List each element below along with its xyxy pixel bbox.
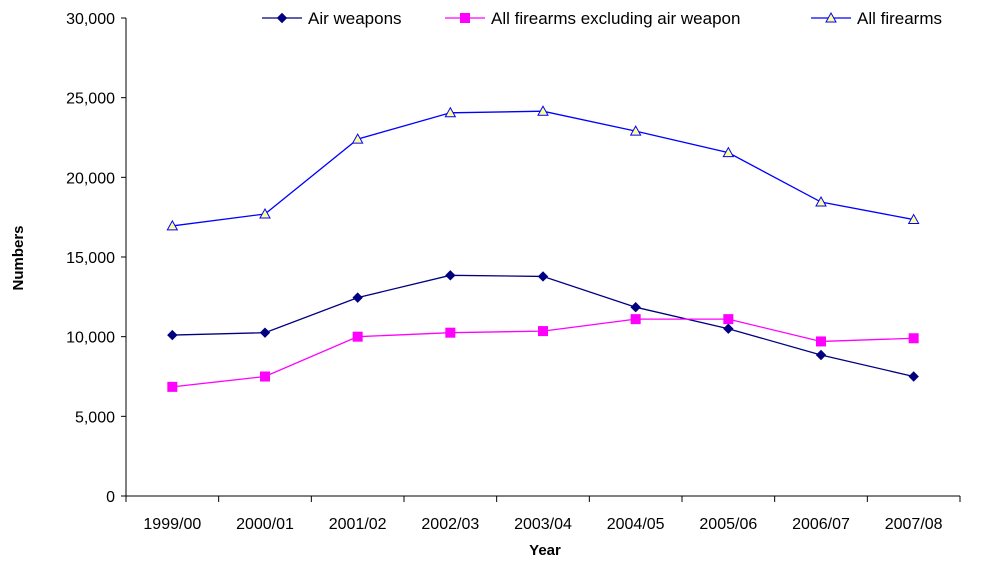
data-point (629, 125, 642, 136)
x-tick-label: 2003/04 (514, 516, 572, 533)
series-lines (166, 105, 920, 392)
data-point (259, 327, 271, 338)
axes (121, 17, 961, 502)
data-point (908, 371, 919, 382)
data-point (445, 327, 456, 338)
data-point (351, 133, 364, 144)
y-tick-label: 0 (106, 489, 115, 506)
legend-item-2: All firearms excluding air weapon (445, 9, 740, 28)
y-tick-label: 10,000 (66, 330, 115, 347)
data-point (444, 106, 457, 118)
data-point (907, 213, 920, 225)
legend-label: All firearms excluding air weapon (491, 9, 740, 28)
data-point (908, 333, 919, 344)
series-3 (166, 105, 920, 231)
y-tick-label: 15,000 (66, 250, 115, 267)
series-2 (167, 314, 919, 392)
series-1 (167, 270, 919, 382)
legend-marker (276, 12, 288, 24)
y-tick-label: 5,000 (75, 409, 115, 426)
y-axis-title: Numbers (10, 225, 27, 290)
x-tick-label: 2002/03 (421, 516, 479, 533)
data-point (537, 105, 549, 116)
data-point (167, 381, 178, 392)
legend-marker (460, 13, 470, 23)
y-tick-labels: 0 5,000 10,000 15,000 20,000 25,000 30,000 (66, 11, 115, 506)
data-point (259, 207, 271, 219)
x-axis-title: Year (529, 542, 561, 559)
x-tick-label: 2005/06 (699, 516, 757, 533)
y-tick-label: 30,000 (66, 11, 115, 28)
series-line (172, 274, 914, 378)
x-tick-label: 2001/02 (329, 516, 387, 533)
data-point (630, 301, 641, 313)
data-point (167, 329, 178, 341)
data-point (537, 271, 549, 282)
y-tick-label: 20,000 (66, 170, 115, 187)
legend-item-1: Air weapons (262, 9, 402, 28)
data-point (352, 292, 363, 303)
legend-marker (825, 11, 837, 23)
legend: Air weapons All firearms excluding air we… (262, 9, 942, 28)
x-tick-label: 1999/00 (143, 516, 201, 533)
data-point (538, 326, 548, 337)
data-point (352, 331, 363, 342)
data-point (815, 196, 827, 207)
x-tick-labels: 1999/00 2000/01 2001/02 2002/03 2003/04 2004/… (143, 516, 942, 533)
data-point (445, 270, 456, 281)
x-tick-label: 2006/07 (792, 516, 850, 533)
data-point (260, 371, 270, 382)
legend-label: All firearms (857, 9, 942, 28)
data-point (723, 323, 734, 334)
x-tick-label: 2000/01 (236, 516, 294, 533)
data-point (816, 336, 826, 347)
x-tick-label: 2007/08 (885, 516, 943, 533)
data-point (722, 146, 735, 158)
x-tick-label: 2004/05 (607, 516, 665, 533)
y-tick-label: 25,000 (66, 91, 115, 108)
data-point (723, 314, 734, 325)
legend-item-3: All firearms (811, 9, 942, 28)
series-line (172, 110, 914, 227)
data-point (815, 349, 827, 361)
data-point (166, 219, 179, 231)
legend-label: Air weapons (308, 9, 402, 28)
data-point (630, 314, 641, 325)
